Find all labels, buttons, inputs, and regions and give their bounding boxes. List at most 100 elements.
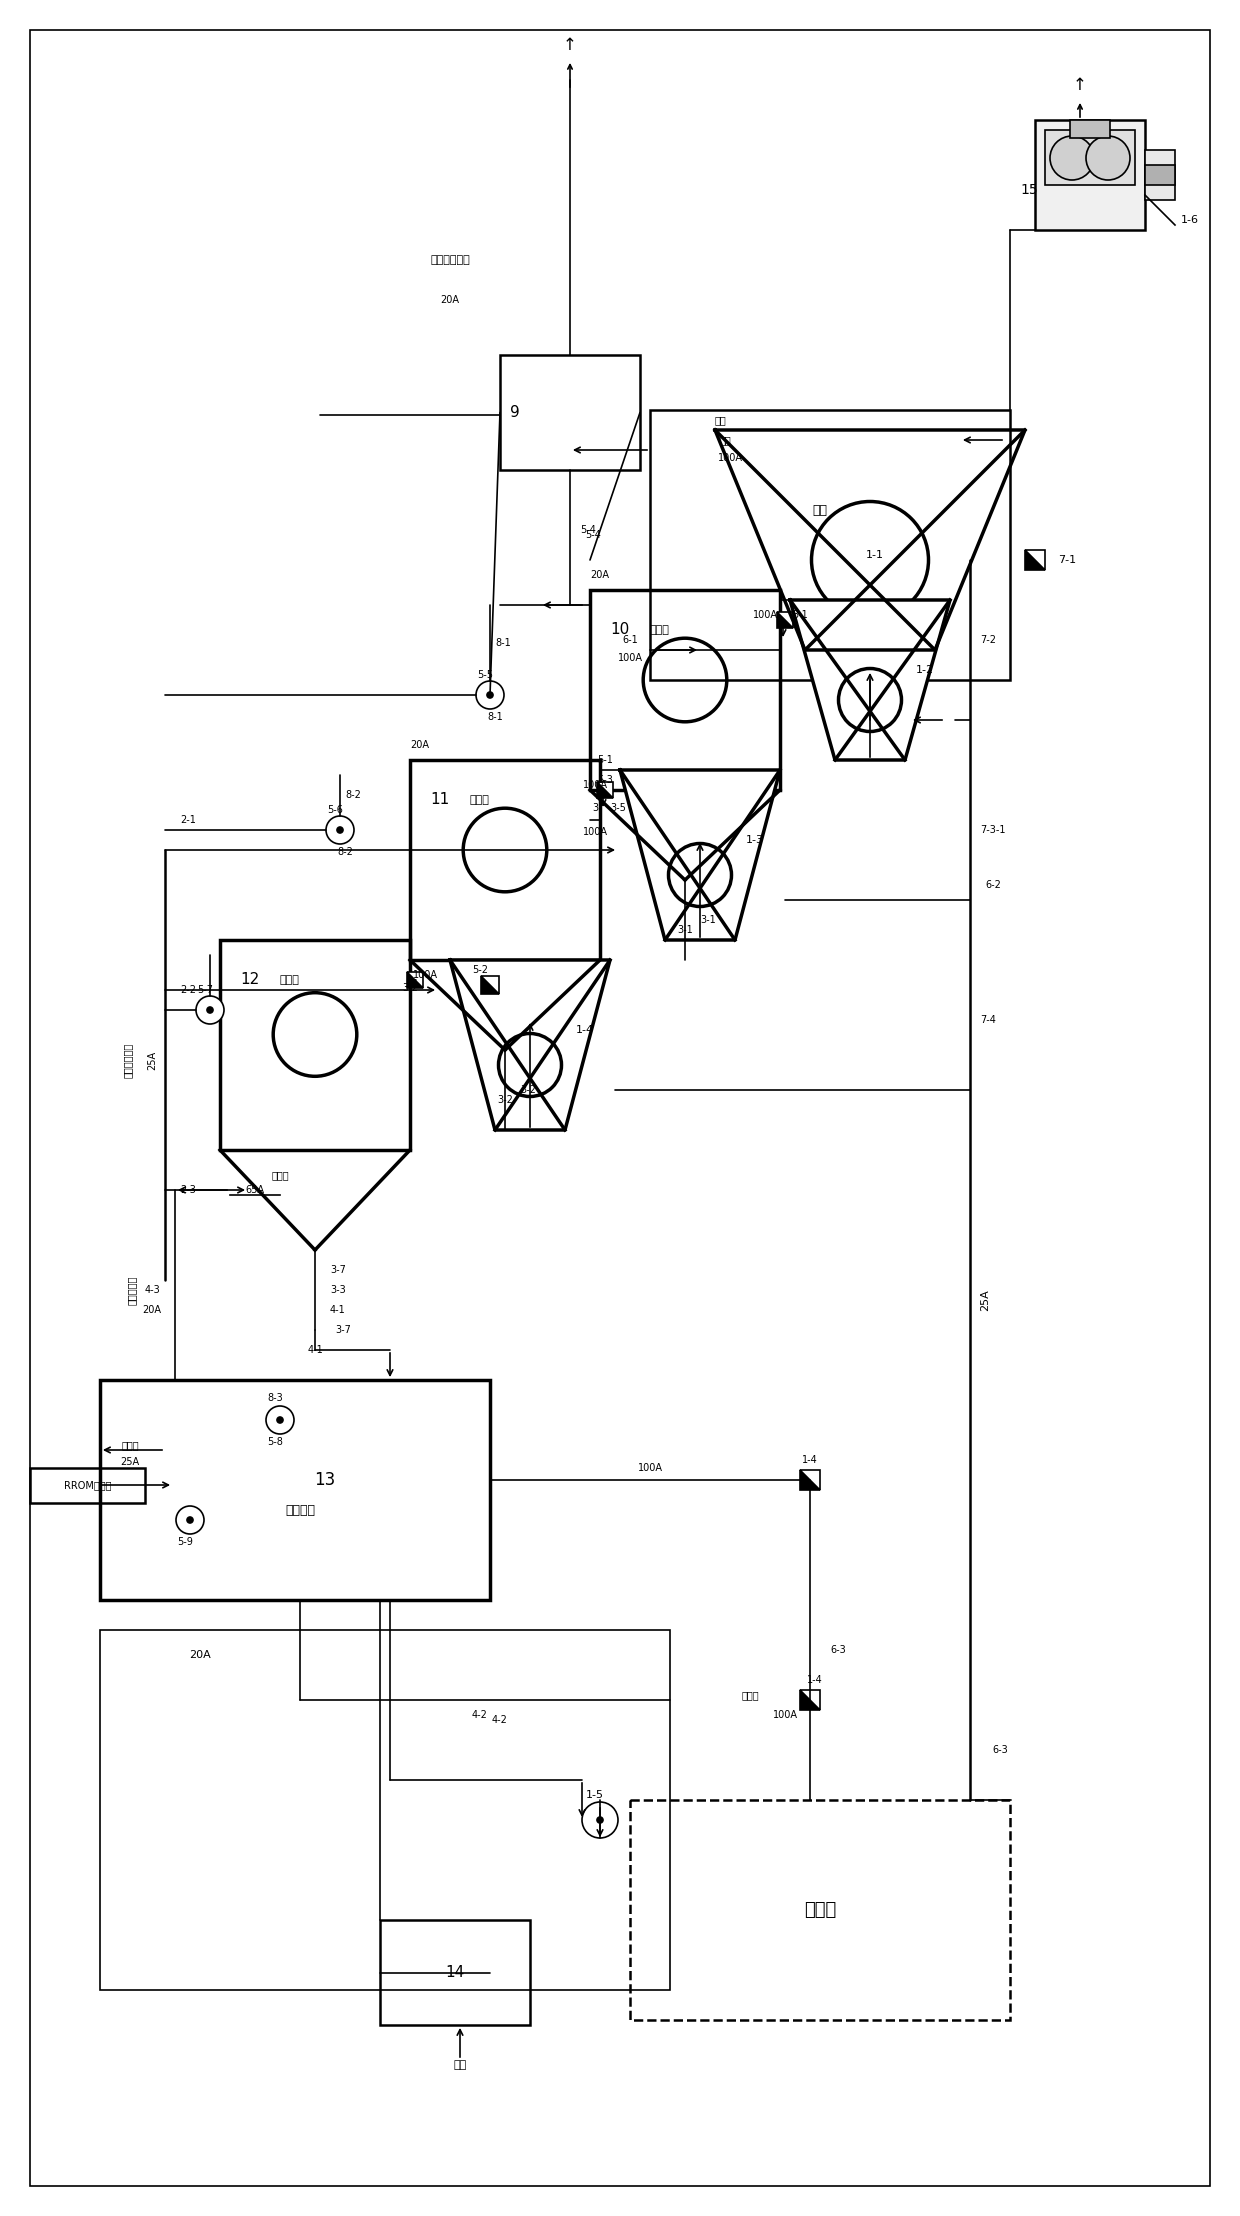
- Text: 100A: 100A: [773, 1711, 797, 1720]
- Polygon shape: [450, 960, 610, 1130]
- Text: 4-3: 4-3: [144, 1285, 160, 1294]
- Text: 5-8: 5-8: [267, 1436, 283, 1447]
- Text: 7-1: 7-1: [1058, 554, 1076, 565]
- Bar: [410, 760, 600, 960]
- Polygon shape: [800, 1691, 820, 1711]
- Text: 100A: 100A: [583, 780, 608, 789]
- Text: 7-4: 7-4: [980, 1015, 996, 1026]
- Text: 3-2: 3-2: [520, 1086, 536, 1095]
- Text: 2-1: 2-1: [180, 815, 196, 824]
- Polygon shape: [777, 612, 794, 627]
- Polygon shape: [800, 1469, 820, 1489]
- Bar: [1145, 151, 1176, 199]
- Bar: [1035, 120, 1145, 230]
- Text: 20A: 20A: [410, 740, 429, 749]
- Text: ↑: ↑: [563, 35, 577, 53]
- Text: 3-2: 3-2: [402, 984, 418, 993]
- Text: 6-1: 6-1: [622, 636, 637, 645]
- Bar: [100, 1381, 490, 1600]
- Text: 12: 12: [241, 973, 259, 988]
- Bar: [30, 1467, 145, 1502]
- Bar: [500, 355, 640, 470]
- Polygon shape: [481, 975, 498, 995]
- Text: 7-3-1: 7-3-1: [980, 824, 1006, 835]
- Text: 3-7: 3-7: [330, 1265, 346, 1274]
- Bar: [379, 1919, 529, 2025]
- Circle shape: [176, 1507, 205, 1533]
- Text: 反应槽: 反应槽: [470, 796, 490, 804]
- Text: 5-9: 5-9: [177, 1538, 193, 1547]
- Text: RROM处理水: RROM处理水: [64, 1480, 112, 1489]
- Text: 消化槽: 消化槽: [804, 1901, 836, 1919]
- Text: 料斗: 料斗: [812, 503, 827, 516]
- Circle shape: [337, 827, 343, 833]
- Polygon shape: [407, 973, 423, 988]
- Circle shape: [476, 680, 503, 709]
- Bar: [1070, 120, 1110, 137]
- Text: 3-1: 3-1: [792, 609, 808, 620]
- Text: 放流水: 放流水: [742, 1691, 759, 1700]
- Text: 14: 14: [445, 1966, 465, 1981]
- Text: 蒸気: 蒸気: [454, 2061, 466, 2070]
- Text: 1-3: 1-3: [746, 835, 764, 844]
- Circle shape: [267, 1405, 294, 1434]
- Text: 上水计量器: 上水计量器: [126, 1276, 136, 1305]
- Bar: [590, 589, 780, 789]
- Circle shape: [1050, 135, 1094, 179]
- Text: 2-3: 2-3: [180, 1186, 196, 1194]
- Text: 1-2: 1-2: [916, 665, 934, 676]
- Text: 除臭设施管路: 除臭设施管路: [123, 1042, 133, 1077]
- Text: 5-4: 5-4: [585, 530, 601, 541]
- Text: 8-2: 8-2: [337, 847, 353, 858]
- Text: 100A: 100A: [583, 827, 608, 838]
- Circle shape: [487, 691, 494, 698]
- Text: 6-3: 6-3: [992, 1744, 1008, 1755]
- Text: 5-5: 5-5: [477, 669, 494, 680]
- Text: 100A: 100A: [637, 1463, 662, 1474]
- Bar: [1145, 164, 1176, 184]
- Text: 100A: 100A: [413, 971, 438, 979]
- Text: 1-6: 1-6: [1180, 215, 1199, 226]
- Text: 25A: 25A: [148, 1050, 157, 1070]
- Text: 1-4: 1-4: [807, 1675, 823, 1684]
- Text: 5-4: 5-4: [580, 525, 596, 534]
- Polygon shape: [407, 973, 423, 988]
- Text: 排水: 排水: [719, 434, 730, 445]
- Circle shape: [207, 1006, 213, 1013]
- Text: 3-1: 3-1: [701, 915, 715, 924]
- Text: 5-7: 5-7: [197, 984, 213, 995]
- Text: 3-7: 3-7: [335, 1325, 351, 1334]
- Text: 3: 3: [591, 802, 598, 813]
- Text: 3-5: 3-5: [610, 802, 626, 813]
- Polygon shape: [596, 782, 613, 798]
- Bar: [1045, 131, 1135, 184]
- Text: 10: 10: [610, 623, 629, 638]
- Text: 20A: 20A: [440, 295, 460, 306]
- Polygon shape: [1025, 550, 1045, 570]
- Polygon shape: [481, 975, 498, 995]
- Circle shape: [582, 1802, 618, 1837]
- Text: 7-2: 7-2: [980, 636, 996, 645]
- Text: 1-4: 1-4: [802, 1456, 818, 1465]
- Circle shape: [187, 1518, 193, 1522]
- Text: 25A: 25A: [120, 1456, 140, 1467]
- Text: 9: 9: [510, 406, 520, 421]
- Text: 8-3: 8-3: [267, 1394, 283, 1403]
- Text: 4-1: 4-1: [308, 1345, 322, 1354]
- Text: 2-2: 2-2: [180, 984, 196, 995]
- Polygon shape: [620, 769, 780, 940]
- Text: 1-1: 1-1: [866, 550, 884, 561]
- Bar: [630, 1799, 1011, 2021]
- Polygon shape: [777, 612, 794, 627]
- Text: 调整槽: 调整槽: [650, 625, 670, 636]
- Text: 冷却水: 冷却水: [122, 1440, 139, 1449]
- Polygon shape: [1025, 550, 1045, 570]
- Text: 15: 15: [1021, 184, 1038, 197]
- Polygon shape: [790, 601, 950, 760]
- Text: 8-1: 8-1: [495, 638, 511, 647]
- Bar: [650, 410, 1011, 680]
- Text: 100A: 100A: [618, 654, 642, 663]
- Text: 5-3: 5-3: [598, 776, 613, 784]
- Circle shape: [1086, 135, 1130, 179]
- Polygon shape: [800, 1469, 820, 1489]
